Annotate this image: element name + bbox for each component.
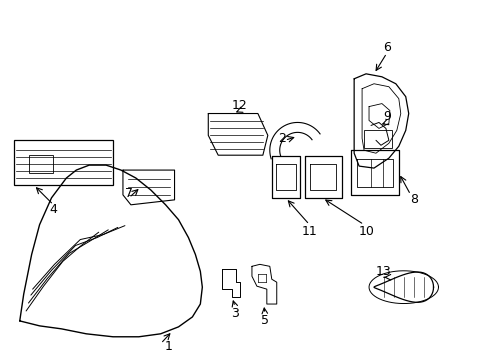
Bar bbox=[14, 140, 113, 185]
Text: 13: 13 bbox=[375, 265, 391, 278]
Text: 2: 2 bbox=[277, 132, 285, 145]
Text: 4: 4 bbox=[49, 203, 57, 216]
Text: 11: 11 bbox=[301, 225, 317, 238]
Bar bbox=[364, 130, 391, 148]
Text: 8: 8 bbox=[409, 193, 417, 206]
Text: 6: 6 bbox=[382, 41, 390, 54]
Text: 7: 7 bbox=[124, 188, 133, 201]
Text: 9: 9 bbox=[382, 110, 390, 123]
Text: 12: 12 bbox=[232, 99, 247, 112]
Text: 1: 1 bbox=[164, 340, 172, 353]
Text: 10: 10 bbox=[358, 225, 374, 238]
Bar bbox=[29, 155, 53, 173]
Text: 5: 5 bbox=[260, 314, 268, 327]
Text: 3: 3 bbox=[231, 307, 239, 320]
